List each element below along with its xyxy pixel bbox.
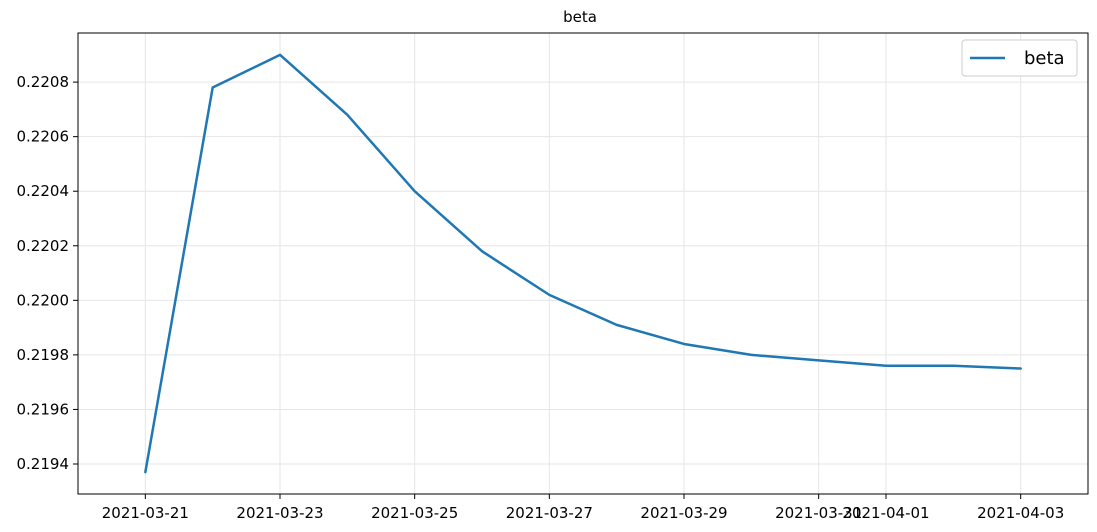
x-tick-label: 2021-04-01: [842, 504, 929, 522]
x-tick-label: 2021-03-25: [371, 504, 458, 522]
legend-label: beta: [1024, 48, 1065, 69]
y-tick-label: 0.2198: [17, 346, 70, 364]
y-tick-label: 0.2202: [17, 237, 70, 255]
y-tick-label: 0.2200: [17, 291, 70, 309]
x-tick-label: 2021-03-21: [102, 504, 189, 522]
grid-lines: [78, 33, 1088, 494]
x-tick-label: 2021-03-31: [775, 504, 862, 522]
series-line-beta: [144, 53, 1022, 474]
legend-box: [961, 39, 1078, 77]
chart-title: beta: [563, 8, 597, 26]
y-tick-label: 0.2194: [17, 455, 70, 473]
x-tick-label: 2021-03-29: [640, 504, 727, 522]
x-tick-label: 2021-03-23: [236, 504, 323, 522]
y-tick-label: 0.2206: [17, 128, 70, 146]
y-tick-label: 0.2196: [17, 400, 70, 418]
plot-area-frame: [77, 32, 1089, 495]
legend: beta: [961, 39, 1078, 77]
y-tick-label: 0.2208: [17, 73, 70, 91]
y-axis: 0.2194 0.2196 0.2198 0.2200 0.2202 0.2204 0.22…: [17, 73, 78, 473]
x-tick-label: 2021-04-03: [977, 504, 1064, 522]
x-axis: 2021-03-21 2021-03-23 2021-03-25 2021-03-27…: [102, 494, 1064, 522]
x-tick-label: 2021-03-27: [506, 504, 593, 522]
series-lines: [144, 53, 1022, 474]
y-tick-label: 0.2204: [17, 182, 70, 200]
